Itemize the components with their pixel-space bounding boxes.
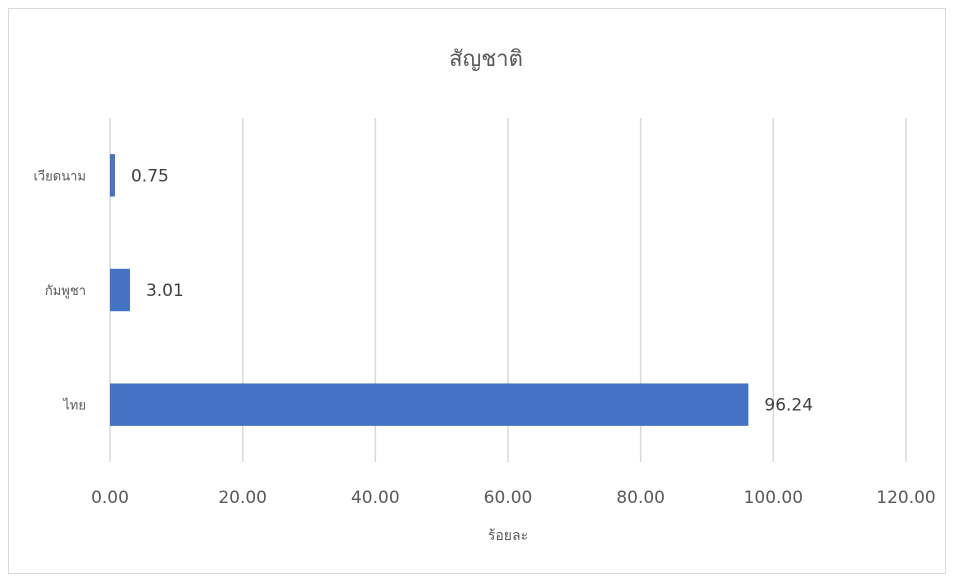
category-label: ไทย — [62, 398, 86, 414]
x-tick-labels: 0.00 20.00 40.00 60.00 80.00 100.00 120.00 — [91, 488, 936, 508]
x-tick-label: 20.00 — [218, 488, 267, 508]
category-label: กัมพูชา — [45, 284, 86, 299]
x-tick-label: 80.00 — [616, 488, 665, 508]
x-axis-title: ร้อยละ — [488, 528, 528, 544]
bar — [110, 383, 749, 426]
x-tick-label: 0.00 — [91, 488, 129, 508]
chart-frame — [8, 8, 946, 574]
x-tick-label: 100.00 — [744, 488, 803, 508]
data-labels: 0.75 3.01 96.24 — [131, 166, 813, 415]
bar — [110, 268, 130, 312]
data-label: 3.01 — [146, 281, 184, 301]
chart-title: สัญชาติ — [449, 47, 523, 72]
category-label: เวียดนาม — [33, 168, 86, 184]
bar — [110, 154, 115, 197]
x-tick-label: 40.00 — [351, 488, 400, 508]
x-tick-label: 120.00 — [876, 488, 935, 508]
data-label: 0.75 — [131, 166, 169, 186]
x-tick-label: 60.00 — [484, 488, 533, 508]
bars — [110, 154, 749, 426]
data-label: 96.24 — [764, 396, 813, 416]
